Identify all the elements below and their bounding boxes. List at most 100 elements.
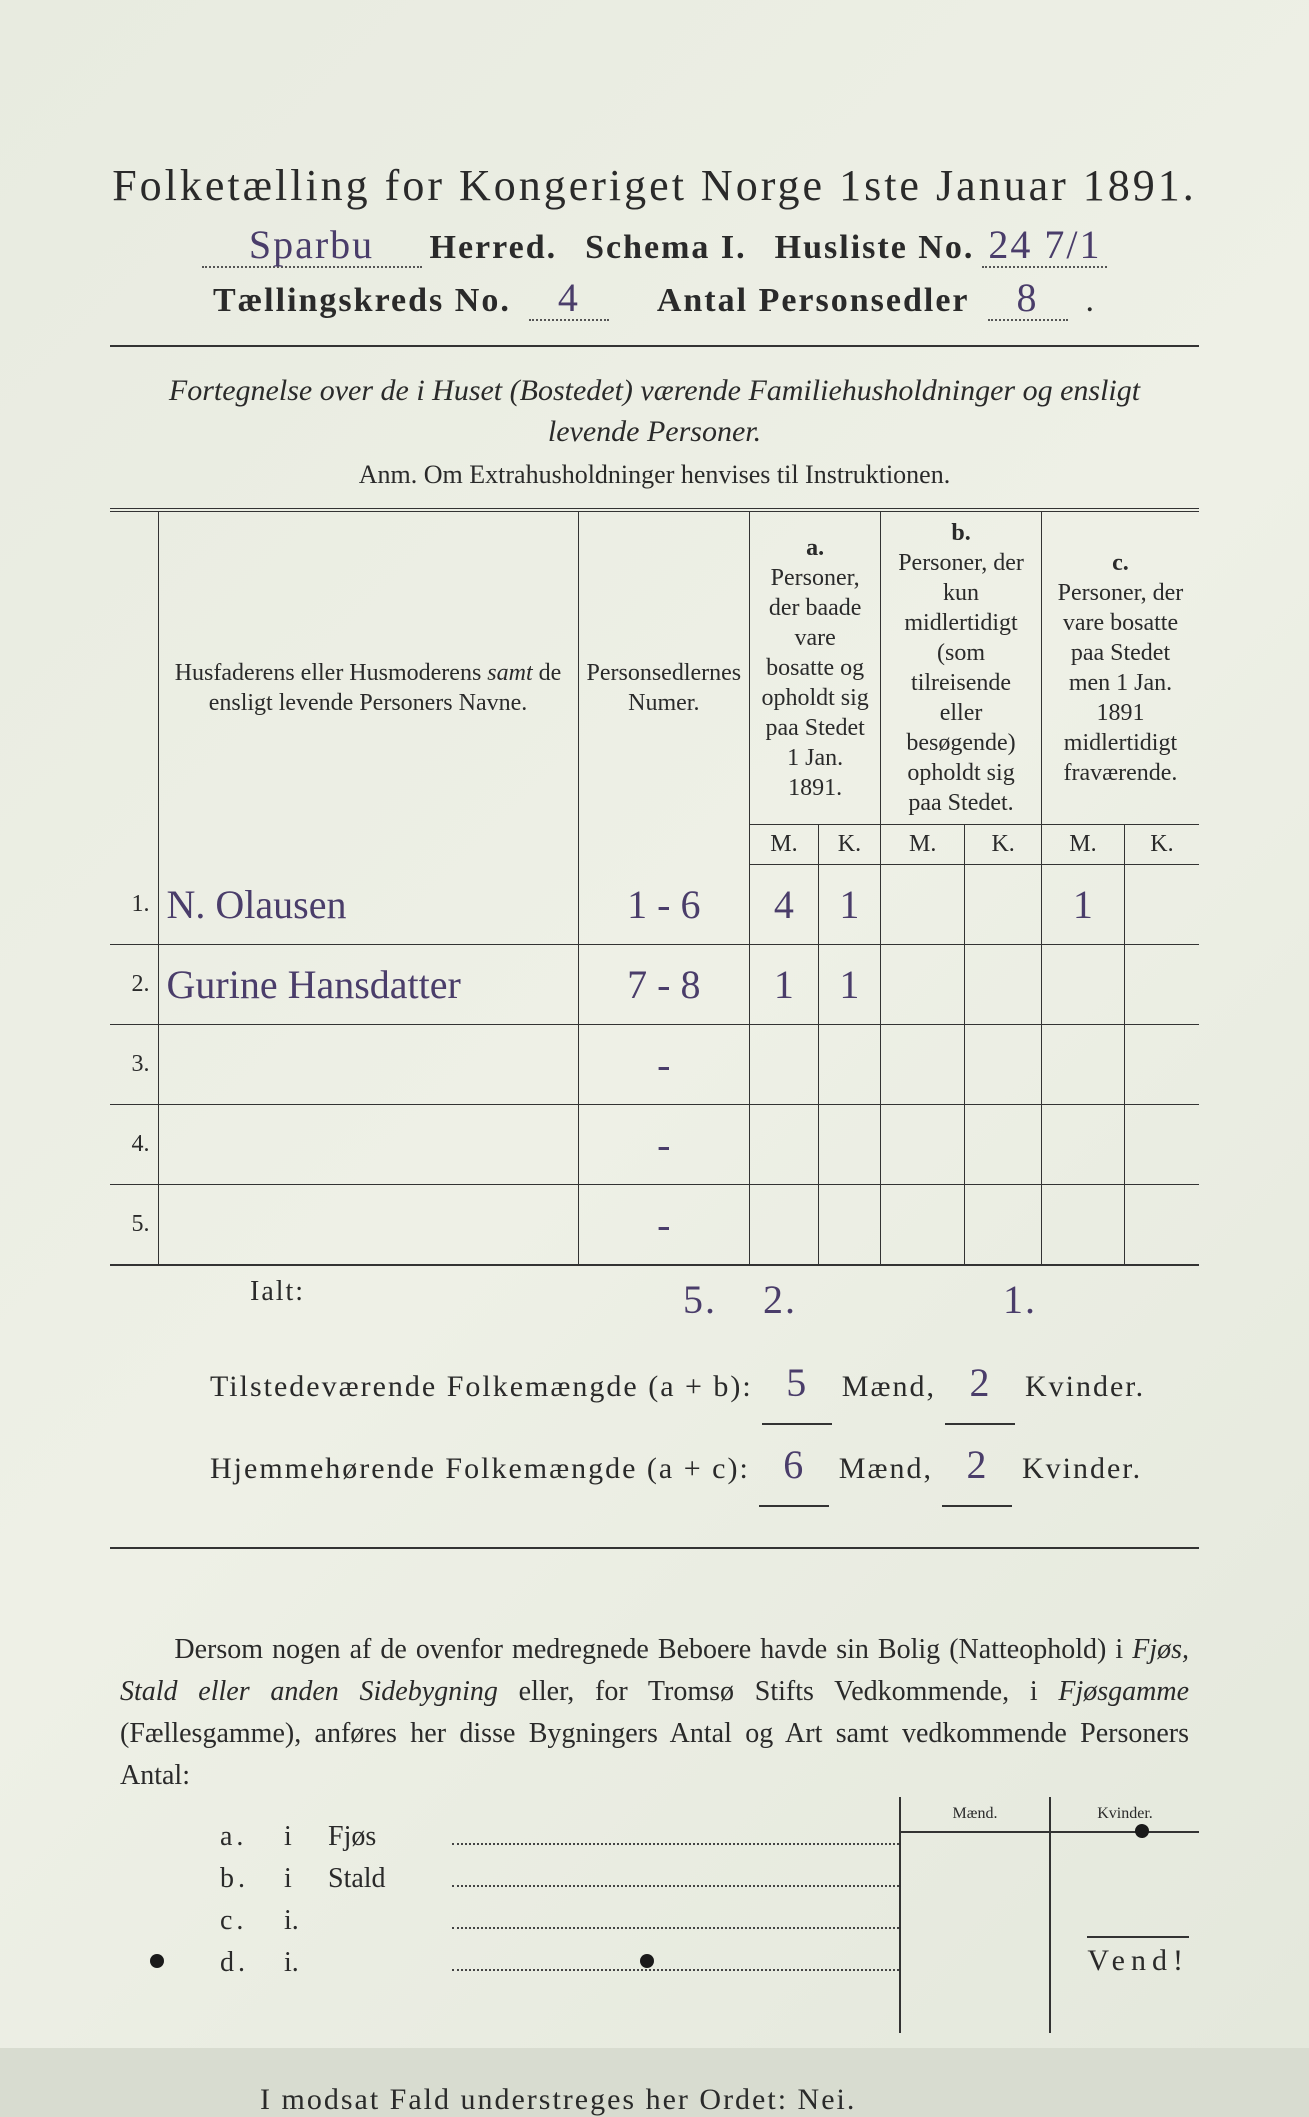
sum-maend1: Mænd, <box>842 1370 936 1403</box>
sum1-k: 2 <box>969 1343 991 1423</box>
row-name <box>158 1025 578 1105</box>
dersom-paragraph: Dersom nogen af de ovenfor medregnede Be… <box>110 1629 1199 1797</box>
ialt-am: 5. <box>660 1276 740 1323</box>
header-line-2: Sparbu Herred. Schema I. Husliste No. 24… <box>110 229 1199 268</box>
table-row: 1.N. Olausen1 - 6411 <box>110 865 1199 945</box>
row-num: 4. <box>110 1105 158 1185</box>
sum1-m: 5 <box>786 1343 808 1423</box>
row-letter: b. <box>220 1863 270 1895</box>
census-form-page: Folketælling for Kongeriget Norge 1ste J… <box>0 0 1309 2048</box>
col-ps-header: Personsedlernes Numer. <box>578 510 750 865</box>
box-maend <box>899 1833 1049 2033</box>
row-i: i. <box>284 1905 314 1937</box>
herred-value: Sparbu <box>249 230 374 260</box>
row-ps: 7 - 8 <box>578 945 750 1025</box>
row-ck <box>1124 1185 1199 1265</box>
table-row: 5. - <box>110 1185 1199 1265</box>
subtitle-l1: Fortegnelse over de i Huset (Bostedet) v… <box>169 374 1140 407</box>
col-c-top: c. <box>1112 550 1129 576</box>
row-bm <box>881 1025 965 1105</box>
ialt-bm <box>820 1276 900 1323</box>
dotted-line <box>452 1825 899 1845</box>
row-i: i <box>284 1863 314 1895</box>
row-ps: - <box>578 1025 750 1105</box>
census-table: Husfaderens eller Husmoderens samt de en… <box>110 508 1199 1266</box>
vend-label: Vend! <box>1087 1936 1189 1978</box>
building-row: b. i Stald <box>220 1863 899 1895</box>
row-name <box>158 1185 578 1265</box>
ink-dot <box>640 1954 654 1968</box>
building-row: d.i. <box>220 1947 899 1979</box>
row-ck <box>1124 865 1199 945</box>
ialt-row: Ialt: 5. 2. 1. <box>110 1276 1199 1323</box>
ialt-ak: 2. <box>740 1276 820 1323</box>
summary-block: Tilstedeværende Folkemængde (a + b): 5 M… <box>110 1343 1199 1507</box>
row-name: N. Olausen <box>158 865 578 945</box>
col-name-header: Husfaderens eller Husmoderens samt de en… <box>158 510 578 865</box>
col-a-header: a. Personer, der baade vare bosatte og o… <box>750 510 881 825</box>
schema-label: Schema I. <box>585 229 747 267</box>
sum2-k: 2 <box>966 1425 988 1505</box>
ink-dot <box>1135 1824 1149 1838</box>
sum2-m: 6 <box>783 1425 805 1505</box>
row-bm <box>881 865 965 945</box>
anm-note: Anm. Om Extrahusholdninger henvises til … <box>110 460 1199 490</box>
row-letter: d. <box>220 1947 270 1979</box>
building-row: a.iFjøs <box>220 1821 899 1853</box>
ink-dot <box>150 1954 164 1968</box>
box-maend-hdr: Mænd. <box>899 1797 1049 1831</box>
row-am <box>750 1105 819 1185</box>
divider <box>110 345 1199 347</box>
ialt-label: Ialt: <box>250 1276 660 1323</box>
row-am <box>750 1185 819 1265</box>
col-b-text: Personer, der kun midlertidigt (som tilr… <box>898 550 1024 816</box>
b-k: K. <box>965 825 1042 865</box>
row-am: 1 <box>750 945 819 1025</box>
building-list: a.iFjøs b. i Stald c. i. d.i. <box>110 1821 899 1979</box>
col-c-header: c. Personer, der vare bosatte paa Stedet… <box>1041 510 1199 825</box>
row-num: 5. <box>110 1185 158 1265</box>
table-row: 2.Gurine Hansdatter7 - 811 <box>110 945 1199 1025</box>
sum-kv1: Kvinder. <box>1025 1370 1145 1403</box>
row-am: 4 <box>750 865 819 945</box>
row-bk <box>965 865 1042 945</box>
a-m: M. <box>750 825 819 865</box>
table-row: 3.- <box>110 1025 1199 1105</box>
row-ck <box>1124 1105 1199 1185</box>
header-line-3: Tællingskreds No. 4 Antal Personsedler 8… <box>110 282 1199 321</box>
box-kv-hdr: Kvinder. <box>1049 1797 1199 1831</box>
ialt-cm: 1. <box>980 1276 1060 1323</box>
row-name <box>158 1105 578 1185</box>
row-bm <box>881 945 965 1025</box>
husliste-label: Husliste No. <box>775 229 975 267</box>
ialt-ck <box>1060 1276 1140 1323</box>
col-c-text: Personer, der vare bosatte paa Stedet me… <box>1058 580 1184 786</box>
divider-2 <box>110 1547 1199 1549</box>
sum-kv2: Kvinder. <box>1022 1452 1142 1485</box>
row-ps: - <box>578 1185 750 1265</box>
row-letter: c. <box>220 1905 270 1937</box>
col-b-header: b. Personer, der kun midlertidigt (som t… <box>881 510 1042 825</box>
b-m: M. <box>881 825 965 865</box>
row-num: 1. <box>110 865 158 945</box>
row-ak <box>818 1185 880 1265</box>
col-a-text: Personer, der baade vare bosatte og opho… <box>761 565 868 801</box>
row-ck <box>1124 945 1199 1025</box>
kreds-label: Tællingskreds No. <box>213 282 511 320</box>
row-bm <box>881 1185 965 1265</box>
row-name: Gurine Hansdatter <box>158 945 578 1025</box>
row-letter: a. <box>220 1821 270 1853</box>
c-k: K. <box>1124 825 1199 865</box>
row-cm <box>1041 945 1124 1025</box>
row-bk <box>965 945 1042 1025</box>
row-bk <box>965 1025 1042 1105</box>
row-am <box>750 1025 819 1105</box>
nei-line: I modsat Fald understreges her Ordet: Ne… <box>110 2083 1199 2117</box>
sum-maend2: Mænd, <box>839 1452 933 1485</box>
row-ck <box>1124 1025 1199 1105</box>
c-m: M. <box>1041 825 1124 865</box>
antal-value: 8 <box>1017 283 1039 313</box>
dotted-line <box>452 1951 899 1971</box>
row-building: Stald <box>328 1863 438 1895</box>
dotted-line <box>452 1867 899 1887</box>
